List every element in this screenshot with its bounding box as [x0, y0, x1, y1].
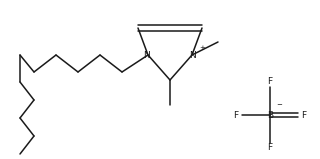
Text: F: F: [268, 144, 273, 152]
Text: −: −: [276, 102, 282, 108]
Text: B: B: [267, 111, 273, 120]
Text: F: F: [268, 77, 273, 86]
Text: +: +: [199, 45, 205, 51]
Text: F: F: [301, 111, 307, 120]
Text: N: N: [190, 52, 196, 61]
Text: F: F: [233, 111, 239, 120]
Text: N: N: [143, 52, 149, 61]
